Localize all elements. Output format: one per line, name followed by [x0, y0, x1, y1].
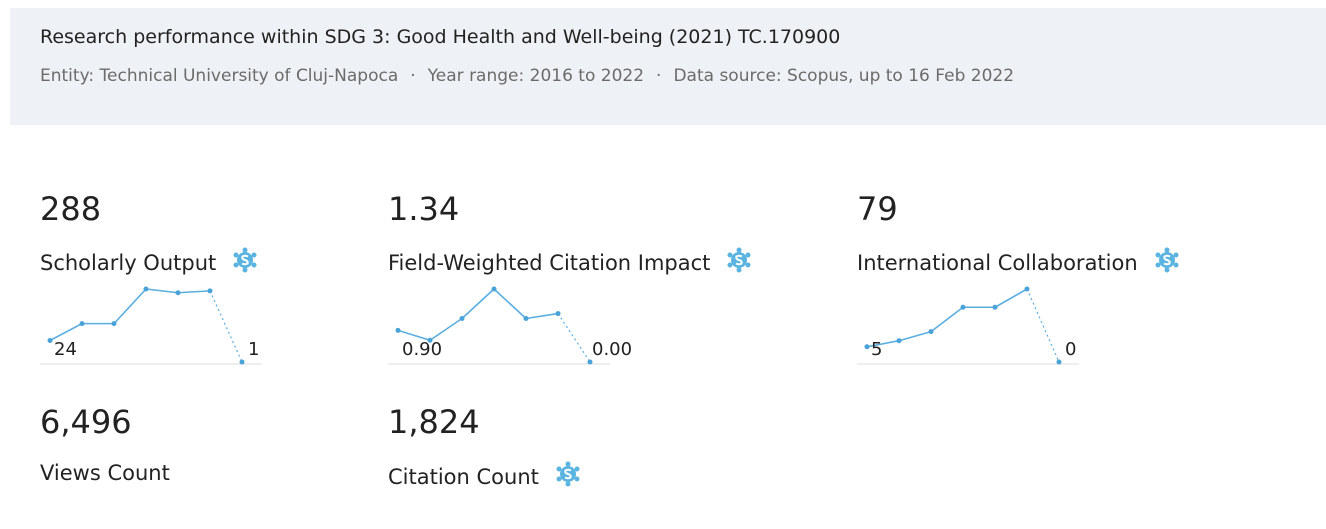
sparkline-segment	[930, 306, 964, 333]
subtitle-item: Entity: Technical University of Cluj-Nap…	[40, 66, 399, 86]
sparkline-point	[47, 337, 53, 343]
sparkline-end-label: 1	[248, 339, 259, 360]
metric-value: 79	[857, 190, 898, 228]
title: Research performance within SDG 3: Good …	[40, 26, 841, 48]
sparkline-point	[992, 304, 998, 310]
sparkline-start-label: 24	[54, 339, 77, 360]
sparkline-point	[207, 288, 213, 294]
sparkline-segment	[898, 330, 932, 342]
sparkline-segment	[525, 312, 559, 320]
metric-value: 288	[40, 190, 102, 228]
sparkline-point	[928, 329, 934, 335]
metric-label: Citation Count	[388, 461, 583, 492]
metric-label-text: International Collaboration	[857, 250, 1138, 275]
sparkline-segment	[177, 290, 211, 294]
sparkline-point	[175, 290, 181, 296]
sparkline-segment	[994, 288, 1028, 308]
sparkline-segment	[866, 339, 900, 348]
sparkline-point	[864, 344, 870, 350]
sparkline-segment	[461, 288, 495, 320]
metric-label-text: Scholarly Output	[40, 250, 217, 275]
metric-label: International Collaboration	[857, 247, 1182, 278]
metric-label: Field-Weighted Citation Impact	[388, 247, 754, 278]
sparkline-point	[587, 359, 593, 365]
sparkline-point	[239, 359, 245, 365]
sparkline-point	[1056, 359, 1062, 365]
metric-value: 6,496	[40, 403, 132, 441]
sparkline-segment	[49, 322, 83, 342]
scival-icon	[1138, 247, 1182, 278]
subtitle-item: Year range: 2016 to 2022	[427, 66, 645, 86]
sparkline-segment	[113, 288, 147, 325]
separator: ·	[656, 66, 662, 86]
metric-label-text: Citation Count	[388, 464, 539, 489]
sparkline-point	[960, 304, 966, 310]
sparkline-point	[427, 337, 433, 343]
scival-icon	[216, 247, 260, 278]
sparkline-segment	[397, 329, 431, 342]
sparkline-segment	[557, 313, 591, 363]
header: Research performance within SDG 3: Good …	[10, 8, 1326, 125]
sparkline-point	[555, 311, 561, 317]
metric-value: 1,824	[388, 403, 480, 441]
sparkline-point	[1024, 286, 1030, 292]
sparkline-segment	[209, 290, 243, 363]
sparkline-point	[459, 315, 465, 321]
subtitle: Entity: Technical University of Cluj-Nap…	[40, 66, 1014, 86]
sparkline-start-label: 0.90	[402, 339, 442, 360]
sparkline-point	[896, 338, 902, 344]
metric-label: Scholarly Output	[40, 247, 260, 278]
sparkline-segment	[145, 288, 179, 294]
sparkline-point	[143, 286, 149, 292]
sparkline-point	[395, 327, 401, 333]
scival-icon	[710, 247, 754, 278]
sparkline-point	[111, 321, 117, 327]
sparkline-end-label: 0	[1065, 339, 1076, 360]
metric-label: Views Count	[40, 461, 170, 485]
sparkline-segment	[493, 288, 527, 320]
sparkline-end-label: 0.00	[592, 339, 632, 360]
metric-label-text: Field-Weighted Citation Impact	[388, 250, 711, 275]
subtitle-item: Data source: Scopus, up to 16 Feb 2022	[673, 66, 1015, 86]
sparkline-point	[523, 315, 529, 321]
separator: ·	[410, 66, 416, 86]
sparkline-point	[491, 286, 497, 292]
scival-icon	[539, 461, 583, 492]
sparkline-start-label: 5	[871, 339, 882, 360]
metric-value: 1.34	[388, 190, 460, 228]
sparkline-point	[79, 321, 85, 327]
metric-label-text: Views Count	[40, 461, 170, 485]
sparkline-segment	[429, 317, 463, 341]
sparkline-segment	[1026, 288, 1060, 363]
